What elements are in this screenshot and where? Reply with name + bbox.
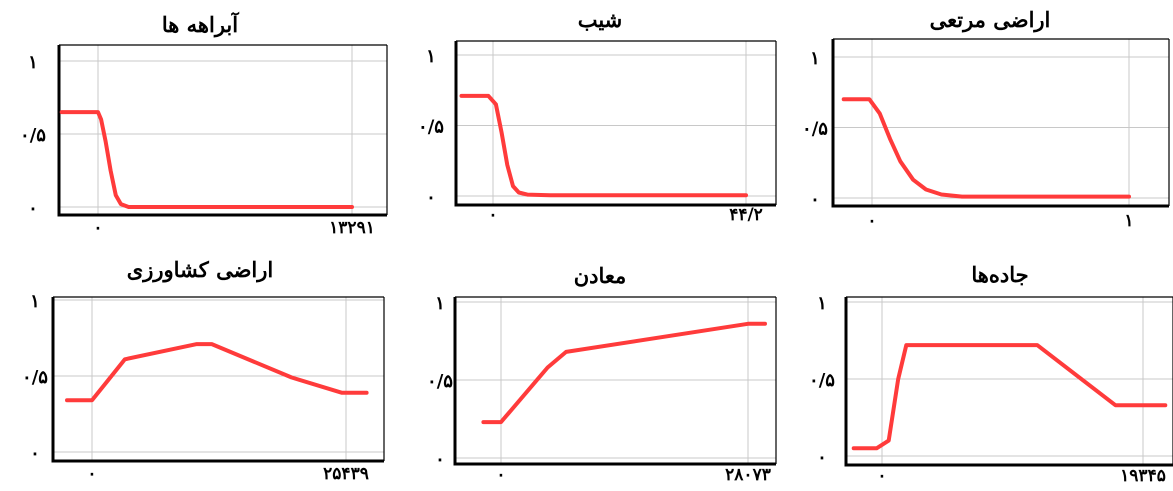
chart-title: آبراهه ها <box>162 11 239 38</box>
chart-panel: جاده‌ها ۰ ۰/۵ ۱ ۰ ۱۹۳۴۵ <box>809 262 1173 486</box>
y-tick-label: ۰/۵ <box>809 370 835 391</box>
chart-title: معادن <box>574 263 627 288</box>
series-line <box>841 97 1131 199</box>
series-line <box>59 110 354 209</box>
y-tick-label: ۱ <box>426 46 436 67</box>
y-tick-label: ۰/۵ <box>418 117 444 138</box>
y-tick-label: ۰ <box>817 447 827 468</box>
y-tick-label: ۱ <box>30 291 40 312</box>
y-tick-label: ۰/۵ <box>427 371 453 392</box>
y-tick-label: ۰ <box>435 449 445 470</box>
chart-panel: آبراهه ها ۰ ۰/۵ ۱ ۰ ۱۳۲۹۱ <box>20 11 388 238</box>
y-tick-label: ۰ <box>30 443 40 464</box>
chart-panel: اراضی کشاورزی ۰ ۰/۵ ۱ ۰ ۲۵۴۳۹ <box>22 257 385 484</box>
y-tick-label: ۰/۵ <box>20 125 46 146</box>
x-tick-label: ۰ <box>877 466 886 486</box>
series-line <box>851 343 1168 451</box>
y-tick-label: ۰ <box>810 189 820 210</box>
x-tick-label: ۲۵۴۳۹ <box>323 464 369 484</box>
y-tick-label: ۱ <box>28 52 38 73</box>
x-tick-label: ۰ <box>93 218 102 238</box>
y-tick-label: ۱ <box>435 293 445 314</box>
y-tick-label: ۰/۵ <box>802 119 828 140</box>
series-line <box>459 93 748 198</box>
y-tick-label: ۱ <box>810 48 820 69</box>
chart-title: اراضی کشاورزی <box>127 257 273 283</box>
chart-title: جاده‌ها <box>971 262 1028 287</box>
chart-title: اراضی مرتعی <box>930 7 1051 33</box>
chart-panel: شیب ۰ ۰/۵ ۱ ۰ ۴۴/۲ <box>418 7 777 225</box>
x-tick-label: ۱۳۲۹۱ <box>329 218 375 238</box>
x-tick-label: ۱ <box>1124 211 1133 231</box>
x-tick-label: ۱۹۳۴۵ <box>1120 466 1166 486</box>
y-tick-label: ۰ <box>28 198 38 219</box>
y-tick-label: ۰/۵ <box>22 367 48 388</box>
x-tick-label: ۴۴/۲ <box>729 205 763 225</box>
x-tick-label: ۰ <box>87 464 96 484</box>
x-tick-label: ۰ <box>496 465 505 485</box>
series-line <box>481 321 767 425</box>
chart-panel: اراضی مرتعی ۰ ۰/۵ ۱ ۰ ۱ <box>802 7 1170 231</box>
series-line <box>65 342 369 403</box>
x-tick-label: ۰ <box>867 211 876 231</box>
x-tick-label: ۲۸۰۷۳ <box>725 465 771 485</box>
chart-title: شیب <box>578 7 623 32</box>
chart-panel: معادن ۰ ۰/۵ ۱ ۰ ۲۸۰۷۳ <box>427 263 777 485</box>
y-tick-label: ۱ <box>817 293 827 314</box>
y-tick-label: ۰ <box>426 187 436 208</box>
x-tick-label: ۰ <box>488 205 497 225</box>
